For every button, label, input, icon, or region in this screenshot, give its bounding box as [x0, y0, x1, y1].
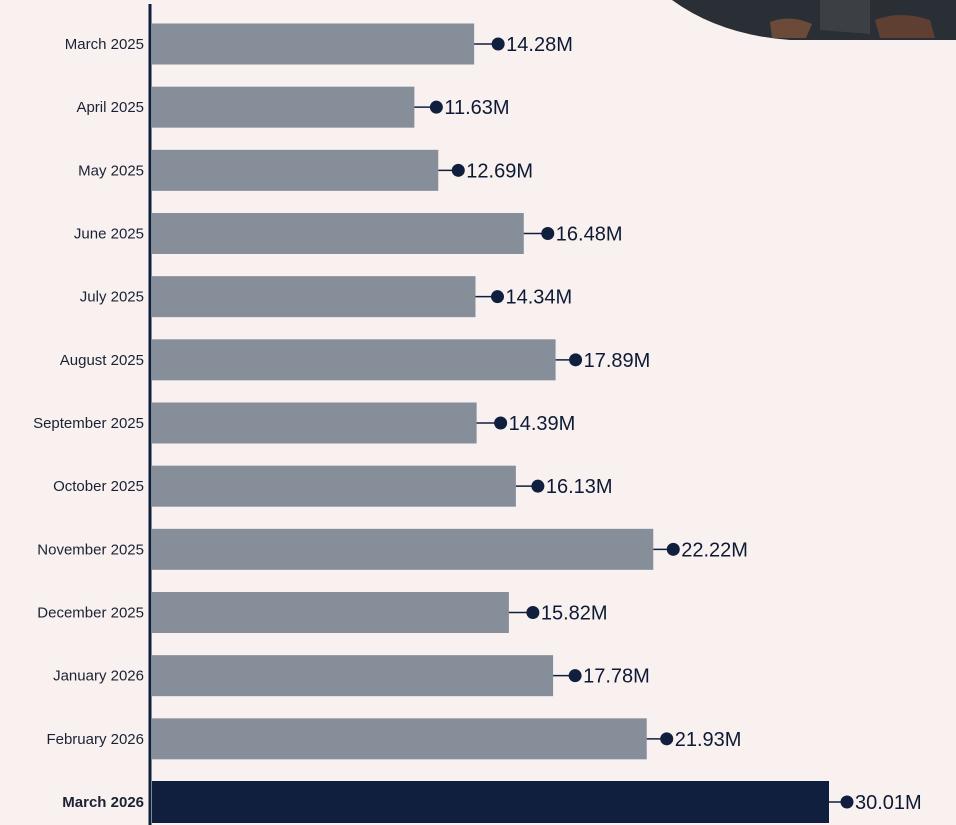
category-label-5: August 2025: [60, 352, 144, 369]
value-label-7: 16.13M: [546, 476, 613, 498]
value-label-6: 14.39M: [509, 413, 576, 435]
category-label-0: March 2025: [65, 36, 144, 53]
value-label-4: 14.34M: [505, 287, 572, 309]
bars-layer: [152, 23, 854, 823]
category-label-9: December 2025: [37, 605, 144, 622]
value-label-12: 30.01M: [855, 792, 922, 814]
category-label-12: March 2026: [62, 794, 144, 811]
category-label-6: September 2025: [33, 415, 144, 432]
bar-2: [152, 149, 439, 191]
bar-9: [152, 592, 509, 633]
bar-7: [152, 465, 516, 507]
category-label-8: November 2025: [37, 541, 144, 558]
labels-layer: 14.28M March 2025 11.63M April 2025 12.69M Ma…: [33, 34, 922, 814]
bar-1: [152, 86, 415, 128]
value-marker-7: [531, 479, 545, 493]
value-label-2: 12.69M: [466, 160, 533, 182]
bar-5: [152, 339, 556, 381]
category-label-4: July 2025: [80, 289, 144, 306]
category-label-11: February 2026: [46, 731, 144, 748]
category-label-2: May 2025: [78, 162, 144, 179]
value-label-8: 22.22M: [681, 539, 748, 561]
value-marker-5: [569, 353, 583, 367]
bar-4: [152, 276, 476, 318]
value-label-9: 15.82M: [541, 603, 608, 625]
bar-12: [152, 781, 829, 823]
value-label-10: 17.78M: [583, 666, 650, 688]
value-marker-8: [666, 542, 680, 556]
bar-6: [152, 402, 477, 444]
value-marker-10: [568, 669, 582, 683]
value-label-11: 21.93M: [675, 729, 742, 751]
value-marker-0: [491, 37, 505, 51]
value-marker-11: [660, 732, 674, 746]
value-label-1: 11.63M: [444, 97, 509, 119]
bar-0: [152, 23, 475, 65]
bar-10: [152, 655, 554, 697]
value-marker-3: [541, 227, 555, 240]
value-marker-12: [840, 795, 854, 809]
value-label-3: 16.48M: [556, 224, 623, 246]
value-marker-1: [429, 100, 443, 114]
category-label-7: October 2025: [53, 478, 144, 495]
value-marker-6: [494, 416, 508, 430]
value-label-5: 17.89M: [584, 350, 651, 372]
category-label-3: June 2025: [74, 226, 144, 243]
category-label-10: January 2026: [53, 668, 144, 685]
bar-11: [152, 718, 647, 760]
corner-photo: [672, 0, 956, 40]
value-label-0: 14.28M: [506, 34, 573, 56]
value-marker-9: [526, 606, 540, 619]
bar-8: [152, 528, 654, 570]
bar-3: [152, 213, 524, 254]
value-marker-4: [490, 290, 504, 304]
value-marker-2: [451, 163, 465, 177]
category-label-1: April 2025: [76, 99, 144, 116]
